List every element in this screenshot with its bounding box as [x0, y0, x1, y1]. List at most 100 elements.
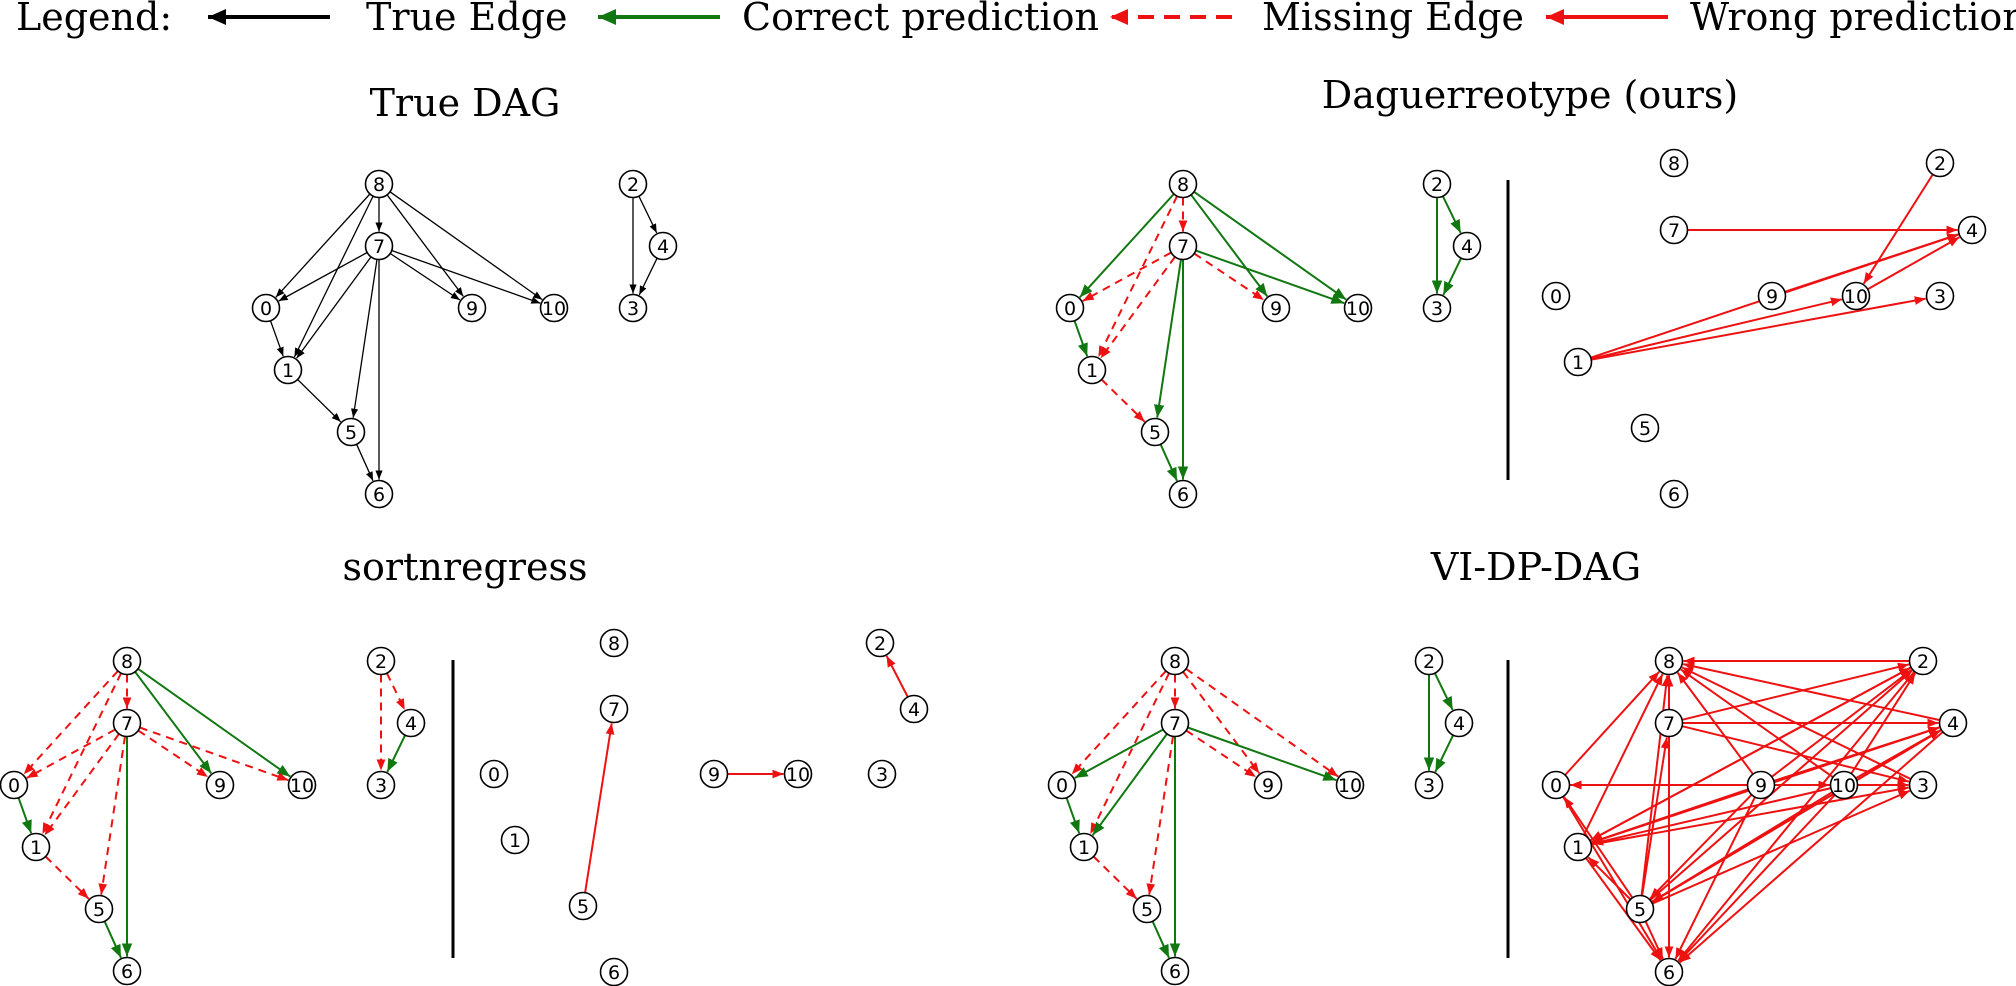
node-circle [364, 479, 394, 509]
sortnregress-pred-node-10: 10 [783, 759, 813, 789]
daguerreotype-node-6: 6 [1168, 479, 1198, 509]
vidpdag-wrong-edge-9-5 [1649, 794, 1753, 900]
true_dag-edge-5-6 [356, 444, 374, 482]
vidpdag-pred-node-7: 7 [1654, 708, 1684, 738]
daguerreotype-pred-node-5: 5 [1630, 413, 1660, 443]
node-circle [699, 759, 729, 789]
daguerreotype-edge-5-6 [1159, 443, 1178, 482]
node-label: 1 [1572, 352, 1584, 374]
node-label: 10 [290, 775, 314, 797]
node-circle [865, 628, 895, 658]
legend-title: Legend: [16, 0, 172, 39]
node-circle [1541, 281, 1571, 311]
node-circle [1938, 708, 1968, 738]
true_dag-edge-8-0 [275, 193, 371, 298]
daguerreotype-node-8: 8 [1168, 169, 1198, 199]
daguerreotype-pred-node-4: 4 [1957, 215, 1987, 245]
node-circle [1047, 770, 1077, 800]
node-label: 8 [1169, 651, 1181, 673]
node-circle [1140, 417, 1170, 447]
node-circle [84, 894, 114, 924]
daguerreotype-wrong-edge-10-4 [1867, 236, 1960, 291]
sortnregress-pred-node-4: 4 [899, 694, 929, 724]
node-circle [0, 770, 29, 800]
vidpdag-wrong-edge-5-7 [1641, 737, 1670, 896]
node-circle [1630, 413, 1660, 443]
legend: Legend: True Edge Correct prediction Mis… [16, 0, 2016, 39]
true_dag-edge-8-1 [293, 195, 374, 358]
node-label: 7 [1663, 713, 1675, 735]
sortnregress-pred-node-3: 3 [867, 759, 897, 789]
true_dag-node-6: 6 [364, 479, 394, 509]
daguerreotype-pred-node-2: 2 [1925, 148, 1955, 178]
daguerreotype-edge-8-10 [1193, 190, 1347, 301]
vidpdag-node-10: 10 [1335, 770, 1365, 800]
panel-title-true-dag: True DAG [370, 81, 561, 125]
vidpdag-node-7: 7 [1160, 708, 1190, 738]
vidpdag-node-6: 6 [1160, 956, 1190, 986]
node-circle [1654, 646, 1684, 676]
daguerreotype-pred-node-1: 1 [1563, 347, 1593, 377]
node-label: 0 [1550, 775, 1562, 797]
node-circle [618, 169, 648, 199]
vidpdag-edge-0-1 [1065, 797, 1081, 834]
node-circle [251, 293, 281, 323]
node-circle [287, 770, 317, 800]
node-circle [1414, 646, 1444, 676]
daguerreotype-edge-7-10 [1195, 249, 1345, 305]
true_dag-edge-7-1 [296, 256, 372, 359]
node-circle [112, 708, 142, 738]
node-label: 0 [1064, 298, 1076, 320]
node-circle [1563, 832, 1593, 862]
vidpdag-edge-2-4 [1434, 672, 1454, 711]
node-label: 8 [1663, 651, 1675, 673]
node-label: 5 [1634, 899, 1646, 921]
panel-title-sortnregress: sortnregress [343, 545, 588, 589]
sortnregress-node-6: 6 [112, 956, 142, 986]
daguerreotype-node-2: 2 [1422, 169, 1452, 199]
vidpdag-wrong-edge-10-1 [1591, 787, 1832, 846]
daguerreotype-wrong-edge-1-10 [1590, 297, 1843, 360]
vidpdag-pred-node-1: 1 [1563, 832, 1593, 862]
node-circle [1925, 148, 1955, 178]
sortnregress-node-8: 8 [112, 646, 142, 676]
node-label: 10 [1844, 286, 1868, 308]
node-label: 9 [1766, 286, 1778, 308]
node-circle [1160, 708, 1190, 738]
node-circle [1908, 646, 1938, 676]
node-circle [599, 694, 629, 724]
node-circle [364, 169, 394, 199]
node-circle [1335, 770, 1365, 800]
sortnregress-pred-node-2: 2 [865, 628, 895, 658]
daguerreotype-node-9: 9 [1261, 293, 1291, 323]
true_dag-edge-0-1 [269, 320, 284, 357]
node-circle [1414, 770, 1444, 800]
vidpdag-wrong-edge-0-8 [1564, 671, 1660, 776]
node-circle [1253, 770, 1283, 800]
node-circle [1925, 281, 1955, 311]
node-label: 2 [1423, 651, 1435, 673]
node-circle [1563, 347, 1593, 377]
node-label: 5 [577, 896, 589, 918]
true_dag-node-3: 3 [618, 293, 648, 323]
node-circle [396, 708, 426, 738]
daguerreotype-node-1: 1 [1077, 355, 1107, 385]
sortnregress-node-0: 0 [0, 770, 29, 800]
vidpdag-wrong-edge-9-2 [1771, 669, 1913, 778]
node-circle [1422, 169, 1452, 199]
node-label: 4 [1947, 713, 1959, 735]
sortnregress-edge-7-5 [98, 736, 126, 895]
node-circle [1069, 832, 1099, 862]
node-circle [1659, 479, 1689, 509]
vidpdag-edge-1-5 [1092, 855, 1138, 900]
node-circle [112, 646, 142, 676]
node-label: 7 [608, 699, 620, 721]
legend-missing-label: Missing Edge [1262, 0, 1524, 39]
sortnregress-node-1: 1 [21, 832, 51, 862]
legend-correct-arrowhead [598, 9, 616, 25]
node-label: 5 [1639, 418, 1651, 440]
daguerreotype-wrong-edge-2-10 [1862, 173, 1934, 285]
sortnregress-node-5: 5 [84, 894, 114, 924]
